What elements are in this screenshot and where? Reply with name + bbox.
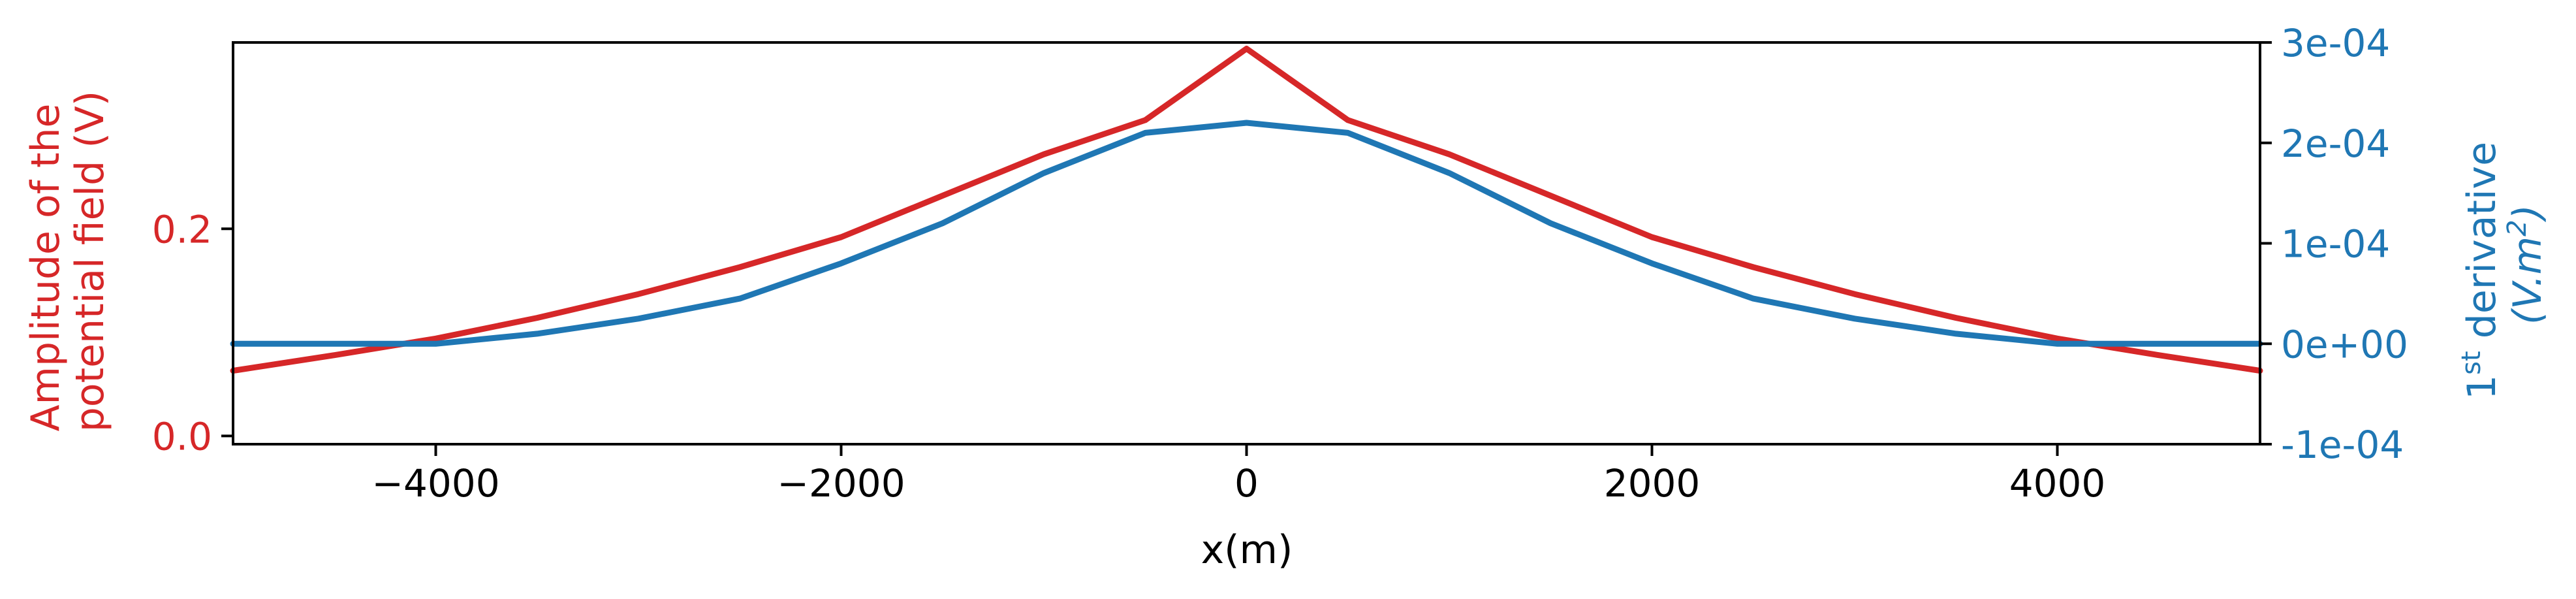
right-y-axis-label-line-1: 1st derivative xyxy=(2457,142,2505,400)
left-y-axis-label-line-2: potential field (V) xyxy=(67,91,113,432)
series-derivative-line xyxy=(230,120,2263,347)
right-y-axis-label-line-2: (V.m2) xyxy=(2502,204,2551,325)
x-tick-label: 4000 xyxy=(2009,461,2106,506)
right-y-axis: -1e-04 0e+00 1e-04 2e-04 3e-04 xyxy=(2260,21,2408,467)
right-y-axis-label: 1st derivative (V.m2) xyxy=(2457,129,2551,400)
right-y-tick-label: 0e+00 xyxy=(2281,322,2408,366)
left-y-tick-label: 0.0 xyxy=(152,414,212,459)
x-tick-label: 0 xyxy=(1234,461,1259,506)
left-y-axis: 0.0 0.2 xyxy=(152,207,233,459)
x-tick-label: −2000 xyxy=(777,461,905,506)
left-y-axis-label-line-1: Amplitude of the xyxy=(23,104,69,432)
x-tick-label: −4000 xyxy=(371,461,499,506)
plot-area xyxy=(230,46,2263,374)
series-amplitude-line xyxy=(230,46,2263,374)
plot-frame xyxy=(232,41,2261,445)
left-y-tick-label: 0.2 xyxy=(152,207,212,251)
x-axis: −4000 −2000 0 2000 4000 xyxy=(371,444,2105,506)
right-y-tick-label: 2e-04 xyxy=(2281,121,2390,166)
right-y-tick-label: 3e-04 xyxy=(2281,21,2390,65)
x-tick-label: 2000 xyxy=(1604,461,1701,506)
right-y-tick-label: -1e-04 xyxy=(2281,423,2404,467)
left-y-axis-label: Amplitude of the potential field (V) xyxy=(23,91,113,432)
right-y-tick-label: 1e-04 xyxy=(2281,222,2390,267)
x-axis-label: x(m) xyxy=(1201,527,1293,573)
